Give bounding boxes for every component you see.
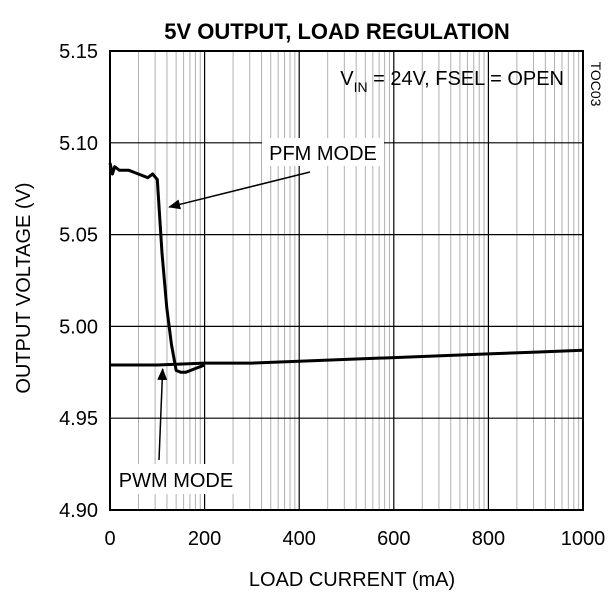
condition-sub: IN	[354, 79, 368, 95]
x-tick-label: 200	[188, 528, 221, 550]
condition-label: VIN = 24V, FSEL = OPEN	[340, 68, 564, 95]
axis-layer: 0 200 400 600 800 1000 4.90 4.95 5.00 5.05 5.10 5.1…	[59, 41, 605, 550]
y-tick-label: 4.95	[59, 408, 98, 430]
y-tick-label: 5.00	[59, 316, 98, 338]
x-tick-label: 400	[283, 528, 316, 550]
grid-layer	[109, 50, 584, 511]
x-tick-label: 600	[377, 528, 410, 550]
series-line	[110, 348, 584, 367]
x-tick-label: 1000	[561, 528, 606, 550]
x-tick-label: 800	[472, 528, 505, 550]
plot-frame	[109, 50, 584, 511]
y-tick-label: 5.05	[59, 225, 98, 247]
annotation-bg	[114, 464, 238, 494]
series-layer	[108, 162, 584, 374]
annotation-bg	[262, 138, 384, 166]
chart-title: 5V OUTPUT, LOAD REGULATION	[164, 19, 510, 44]
annotation-layer: PFM MODE PWM MODE	[114, 138, 384, 494]
condition-rest: = 24V, FSEL = OPEN	[368, 68, 564, 90]
annotation-pwm-label: PWM MODE	[119, 470, 233, 492]
annotation-pfm-arrow	[168, 171, 311, 210]
annotation-pwm-arrow	[157, 367, 168, 461]
annotation-pfm-label: PFM MODE	[269, 143, 377, 165]
x-axis-label: LOAD CURRENT (mA)	[249, 569, 455, 591]
figure-id: TOC03	[588, 62, 604, 107]
y-tick-label: 5.10	[59, 133, 98, 155]
y-axis-label: OUTPUT VOLTAGE (V)	[13, 182, 35, 393]
series-line	[108, 162, 206, 374]
x-tick-label: 0	[104, 528, 115, 550]
y-tick-label: 5.15	[59, 41, 98, 63]
condition-v: V	[340, 68, 354, 90]
y-tick-label: 4.90	[59, 500, 98, 522]
